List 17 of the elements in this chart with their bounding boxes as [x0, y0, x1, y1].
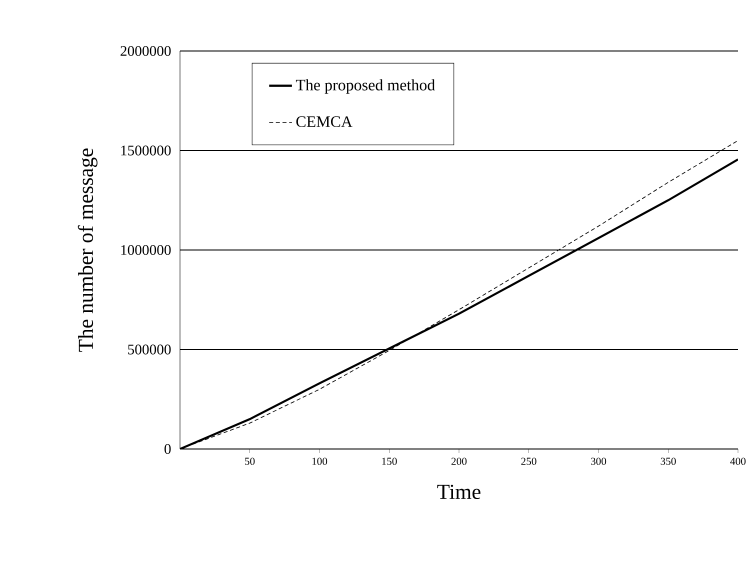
x-tick-label: 250 [521, 458, 536, 465]
legend-label: The proposed method [296, 79, 435, 94]
y-axis-title: The number of message [78, 148, 98, 352]
y-tick-label: 500000 [128, 344, 171, 354]
legend-label: CEMCA [296, 116, 352, 128]
x-tick-label: 350 [660, 458, 676, 465]
x-tick-label: 400 [730, 458, 746, 465]
y-tick-label: 1000000 [121, 245, 171, 255]
x-tick-label: 100 [312, 458, 328, 465]
x-tick-label: 50 [245, 458, 255, 465]
y-tick-label: 2000000 [120, 46, 171, 56]
x-tick-label: 300 [591, 458, 606, 465]
x-axis-title: Time [437, 484, 480, 500]
y-tick-label: 1500000 [121, 146, 171, 156]
y-tick-label: 0 [164, 444, 171, 454]
x-tick-label: 200 [451, 458, 467, 465]
x-tick-label: 150 [382, 458, 397, 465]
